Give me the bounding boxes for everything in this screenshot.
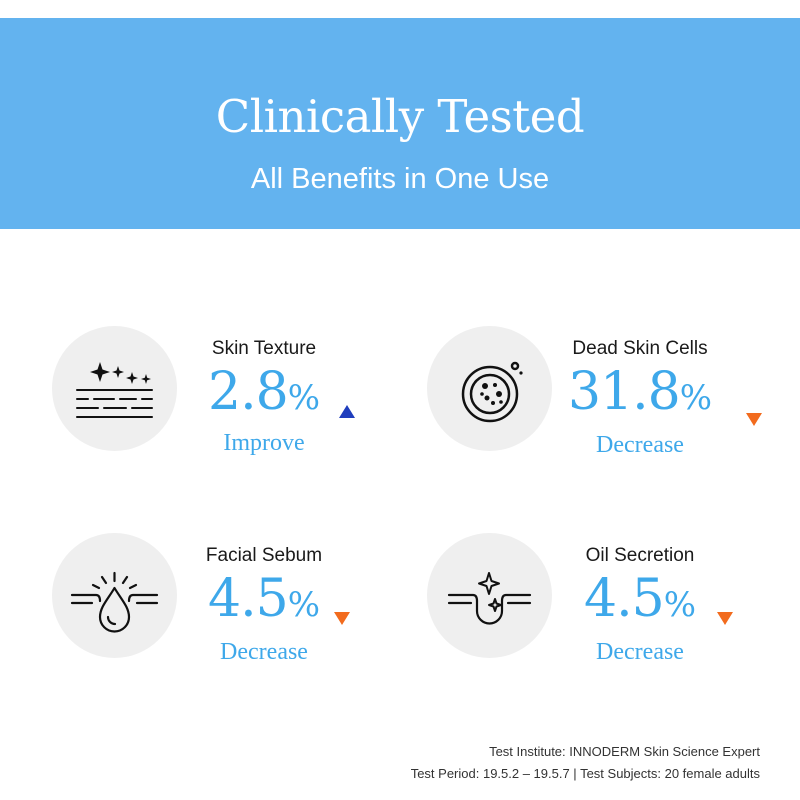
benefit-label: Facial Sebum xyxy=(205,545,323,566)
oil-secretion-pore-icon xyxy=(427,533,552,658)
benefit-value: 31.8% xyxy=(567,362,713,422)
test-period-text: Test Period: 19.5.2 – 19.5.7 | Test Subj… xyxy=(410,766,760,781)
benefit-value: 2.8% xyxy=(207,362,320,422)
benefit-label: Skin Texture xyxy=(211,338,317,359)
decrease-arrow-icon xyxy=(746,413,762,426)
test-institute-text: Test Institute: INNODERM Skin Science Ex… xyxy=(489,744,760,759)
increase-arrow-icon xyxy=(339,405,355,418)
benefit-value: 4.5% xyxy=(207,569,320,629)
decrease-arrow-icon xyxy=(334,612,350,625)
decrease-arrow-icon xyxy=(717,612,733,625)
benefit-status: Decrease xyxy=(596,639,684,665)
benefit-status: Improve xyxy=(223,430,305,456)
sebum-drop-icon xyxy=(52,533,177,658)
page-title: Clinically Tested xyxy=(215,90,585,143)
dead-skin-cells-icon xyxy=(427,326,552,451)
benefit-label: Oil Secretion xyxy=(585,545,695,566)
skin-texture-sparkle-icon xyxy=(52,326,177,451)
page-subtitle: All Benefits in One Use xyxy=(250,163,550,195)
benefit-value: 4.5% xyxy=(583,569,696,629)
benefit-label: Dead Skin Cells xyxy=(572,338,708,359)
benefit-status: Decrease xyxy=(220,639,308,665)
header-banner: Clinically Tested All Benefits in One Us… xyxy=(0,18,800,229)
benefit-status: Decrease xyxy=(596,432,684,458)
